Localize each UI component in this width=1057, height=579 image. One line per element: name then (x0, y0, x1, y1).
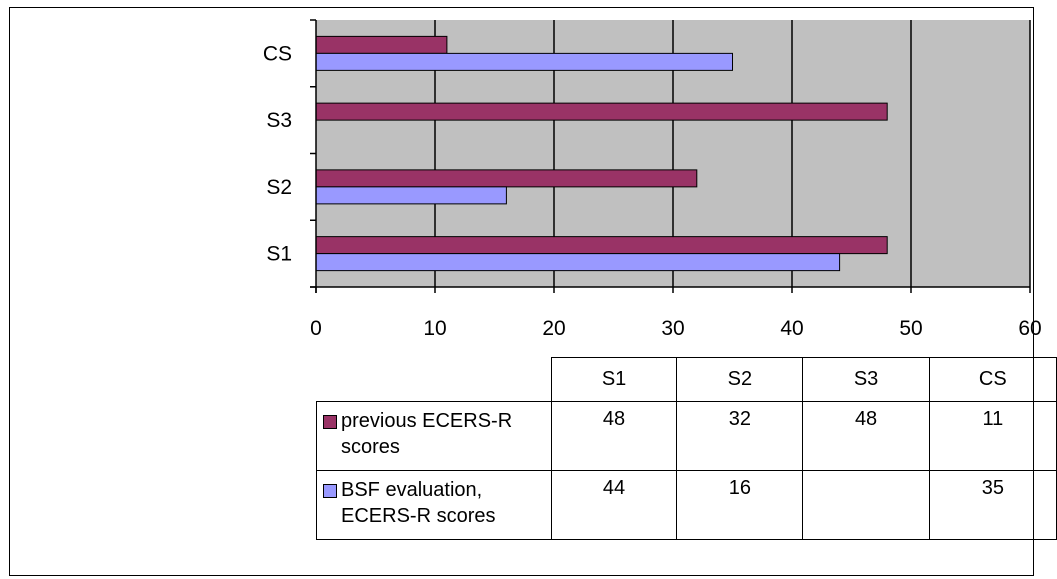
x-tick-labels: 0 10 20 30 40 50 60 (310, 317, 1042, 340)
y-tick-labels: S1 S2 S3 CS (263, 42, 292, 265)
table-row: previous ECERS-R scores 48 32 48 11 (316, 401, 1057, 471)
table-cell (802, 470, 930, 540)
legend-label: previous ECERS-R scores (341, 410, 513, 458)
table-cell: 16 (676, 470, 804, 540)
x-tick-label: 60 (1018, 317, 1041, 340)
axes (310, 19, 1031, 293)
x-tick-label: 0 (310, 317, 322, 340)
table-cell: 11 (928, 401, 1057, 471)
table-cell: 44 (550, 470, 678, 540)
table-header-row: S1 S2 S3 CS (316, 357, 1057, 402)
x-tick-label: 10 (423, 317, 446, 340)
table-row: BSF evaluation, ECERS-R scores 44 16 35 (316, 470, 1057, 540)
legend-entry-previous: previous ECERS-R scores (316, 401, 552, 471)
table-cell: 32 (676, 401, 804, 471)
legend-entry-bsf: BSF evaluation, ECERS-R scores (316, 470, 552, 540)
x-tick-label: 30 (661, 317, 684, 340)
table-header-cell: S1 (550, 357, 678, 402)
x-tick-label: 40 (780, 317, 803, 340)
bar-s1-bsf (315, 253, 841, 272)
x-tick-label: 20 (542, 317, 565, 340)
bar-s2-previous (315, 169, 698, 188)
bar-s3-previous (315, 102, 888, 121)
y-tick-label: S1 (266, 243, 292, 266)
bar-cs-bsf (315, 52, 733, 71)
table-cell: 48 (802, 401, 930, 471)
table-header-cell: S3 (802, 357, 930, 402)
y-tick-label: CS (263, 42, 292, 65)
y-tick-label: S3 (266, 109, 292, 132)
x-tick-label: 50 (899, 317, 922, 340)
table-corner (316, 357, 552, 402)
bar-s1-previous (315, 236, 888, 255)
bar-s2-bsf (315, 186, 507, 205)
table-header-cell: CS (928, 357, 1057, 402)
legend-label: BSF evaluation, ECERS-R scores (341, 479, 496, 527)
table-cell: 35 (928, 470, 1057, 540)
table-cell: 48 (550, 401, 678, 471)
legend-key-previous (323, 415, 337, 429)
data-table: S1 S2 S3 CS previous ECERS-R scores 48 3… (316, 357, 1057, 540)
bar-cs-previous (315, 35, 448, 54)
legend-key-bsf (323, 484, 337, 498)
table-header-cell: S2 (676, 357, 804, 402)
bars (315, 35, 888, 272)
y-tick-label: S2 (266, 176, 292, 199)
